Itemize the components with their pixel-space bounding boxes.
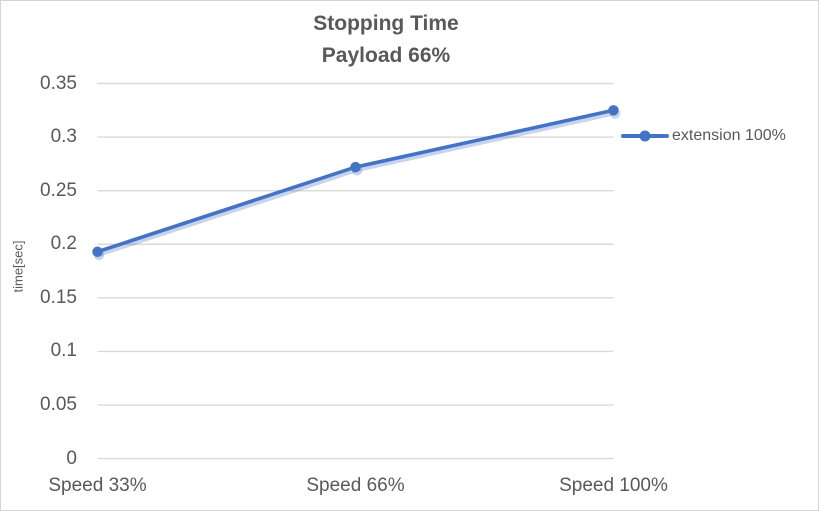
legend[interactable]: extension 100% [621, 127, 786, 145]
series-marker[interactable] [608, 105, 619, 116]
x-tick-label: Speed 33% [48, 475, 147, 496]
y-tick-label: 0 [66, 447, 77, 469]
series-marker[interactable] [350, 161, 361, 173]
legend-line-marker-icon [621, 130, 669, 142]
y-tick-label: 0.35 [40, 72, 77, 94]
y-tick-label: 0.25 [40, 179, 77, 201]
chart-subtitle: Payload 66% [321, 44, 451, 67]
legend-label: extension 100% [672, 127, 786, 144]
y-tick-label: 0.3 [50, 126, 77, 148]
chart-title-block: Stopping Time Payload 66% [1, 8, 771, 72]
y-tick-label: 0.2 [50, 233, 77, 255]
x-tick-label: Speed 66% [306, 475, 405, 496]
series-marker[interactable] [92, 246, 103, 257]
chart-title: Stopping Time [313, 12, 459, 35]
x-tick-label: Speed 100% [559, 475, 668, 496]
y-tick-label: 0.05 [40, 394, 77, 415]
y-tick-label: 0.1 [50, 340, 77, 362]
series-shadow-line [97, 111, 617, 257]
y-tick-label: 0.15 [40, 286, 77, 308]
